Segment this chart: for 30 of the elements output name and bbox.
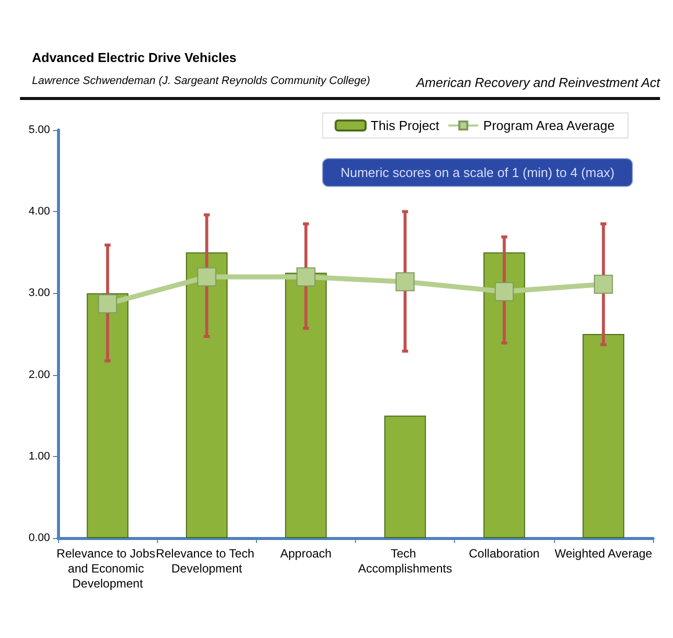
point: [296, 267, 316, 286]
chart-subtitle: Lawrence Schwendeman (J. Sargeant Reynolds Community College): [32, 75, 370, 89]
x-tick-label: Relevance to Jobs and Economic Development: [56, 546, 156, 590]
bar: [86, 293, 128, 538]
point: [396, 272, 415, 292]
x-tick-label: Collaboration: [468, 546, 540, 560]
y-tick-label: 3.00: [28, 287, 50, 300]
x-tick-label: Weighted Average: [554, 546, 653, 560]
x-tick-label: Approach: [280, 546, 332, 560]
y-tick-label: 5.00: [28, 124, 50, 136]
point: [197, 267, 216, 286]
x-tick-label: Tech Accomplishments: [358, 546, 452, 576]
annotation: Numeric scores on a scale of 1 (min) to 4 (max): [340, 165, 614, 180]
legend-label: Program Area Average: [483, 118, 615, 133]
bar: [384, 416, 426, 538]
legend-label: This Project: [370, 118, 440, 133]
point: [98, 294, 118, 314]
text: American Recovery and Reinvestment Act: [416, 75, 660, 90]
y-tick-label: 1.00: [28, 450, 50, 462]
point: [594, 274, 613, 294]
bar: [483, 252, 526, 538]
bar: [186, 252, 228, 538]
y-tick-label: 4.00: [28, 206, 50, 218]
x-tick-label: Relevance to Tech Development: [156, 546, 258, 576]
bar: [285, 272, 327, 538]
bar: [582, 334, 624, 538]
y-tick-label: 2.00: [28, 368, 50, 381]
y-tick-label: 0.00: [28, 532, 50, 544]
point: [494, 282, 514, 302]
chart-title: Advanced Electric Drive Vehicles: [32, 50, 238, 65]
